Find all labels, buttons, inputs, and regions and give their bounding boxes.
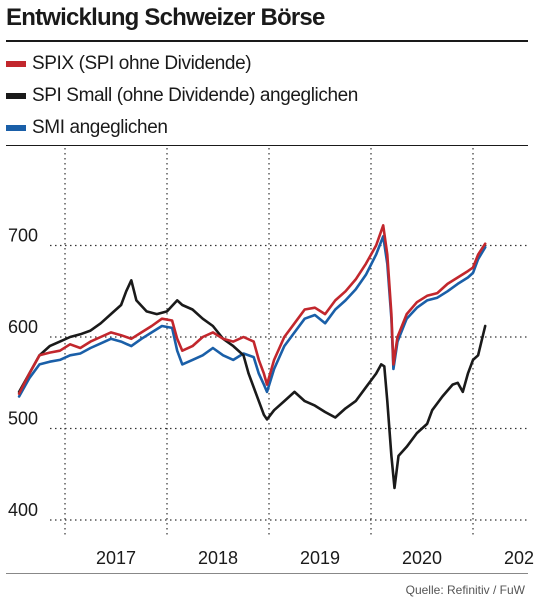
x-tick-label-2019: 2019: [300, 548, 340, 568]
x-tick-label-2018: 2018: [198, 548, 238, 568]
source-note: Quelle: Refinitiv / FuW: [405, 583, 525, 597]
legend-item-spi-small: SPI Small (ohne Dividende) angeglichen: [6, 80, 358, 112]
legend-rule: [6, 145, 528, 146]
series-line-1: [17, 279, 487, 490]
y-tick-label-500: 500: [8, 409, 38, 429]
chart-title: Entwicklung Schweizer Börse: [6, 4, 325, 31]
legend-label-spix: SPIX (SPI ohne Dividende): [32, 53, 252, 74]
title-rule: [6, 40, 528, 42]
series-line-2: [17, 235, 487, 398]
legend-item-smi: SMI angeglichen: [6, 112, 358, 144]
series-line-0: [17, 224, 487, 395]
y-tick-label-400: 400: [8, 500, 38, 520]
legend: SPIX (SPI ohne Dividende) SPI Small (ohn…: [6, 48, 358, 144]
legend-swatch-spi-small: [6, 93, 26, 99]
x-tick-label-2020: 2020: [402, 548, 442, 568]
x-tick-label-2021: 2021: [504, 548, 535, 568]
bottom-rule: [6, 573, 528, 574]
y-tick-label-700: 700: [8, 226, 38, 246]
legend-swatch-spix: [6, 61, 26, 67]
legend-label-smi: SMI angeglichen: [32, 117, 168, 138]
legend-label-spi-small: SPI Small (ohne Dividende) angeglichen: [32, 85, 358, 106]
x-tick-label-2017: 2017: [96, 548, 136, 568]
y-tick-label-600: 600: [8, 317, 38, 337]
legend-item-spix: SPIX (SPI ohne Dividende): [6, 48, 358, 80]
legend-swatch-smi: [6, 125, 26, 131]
